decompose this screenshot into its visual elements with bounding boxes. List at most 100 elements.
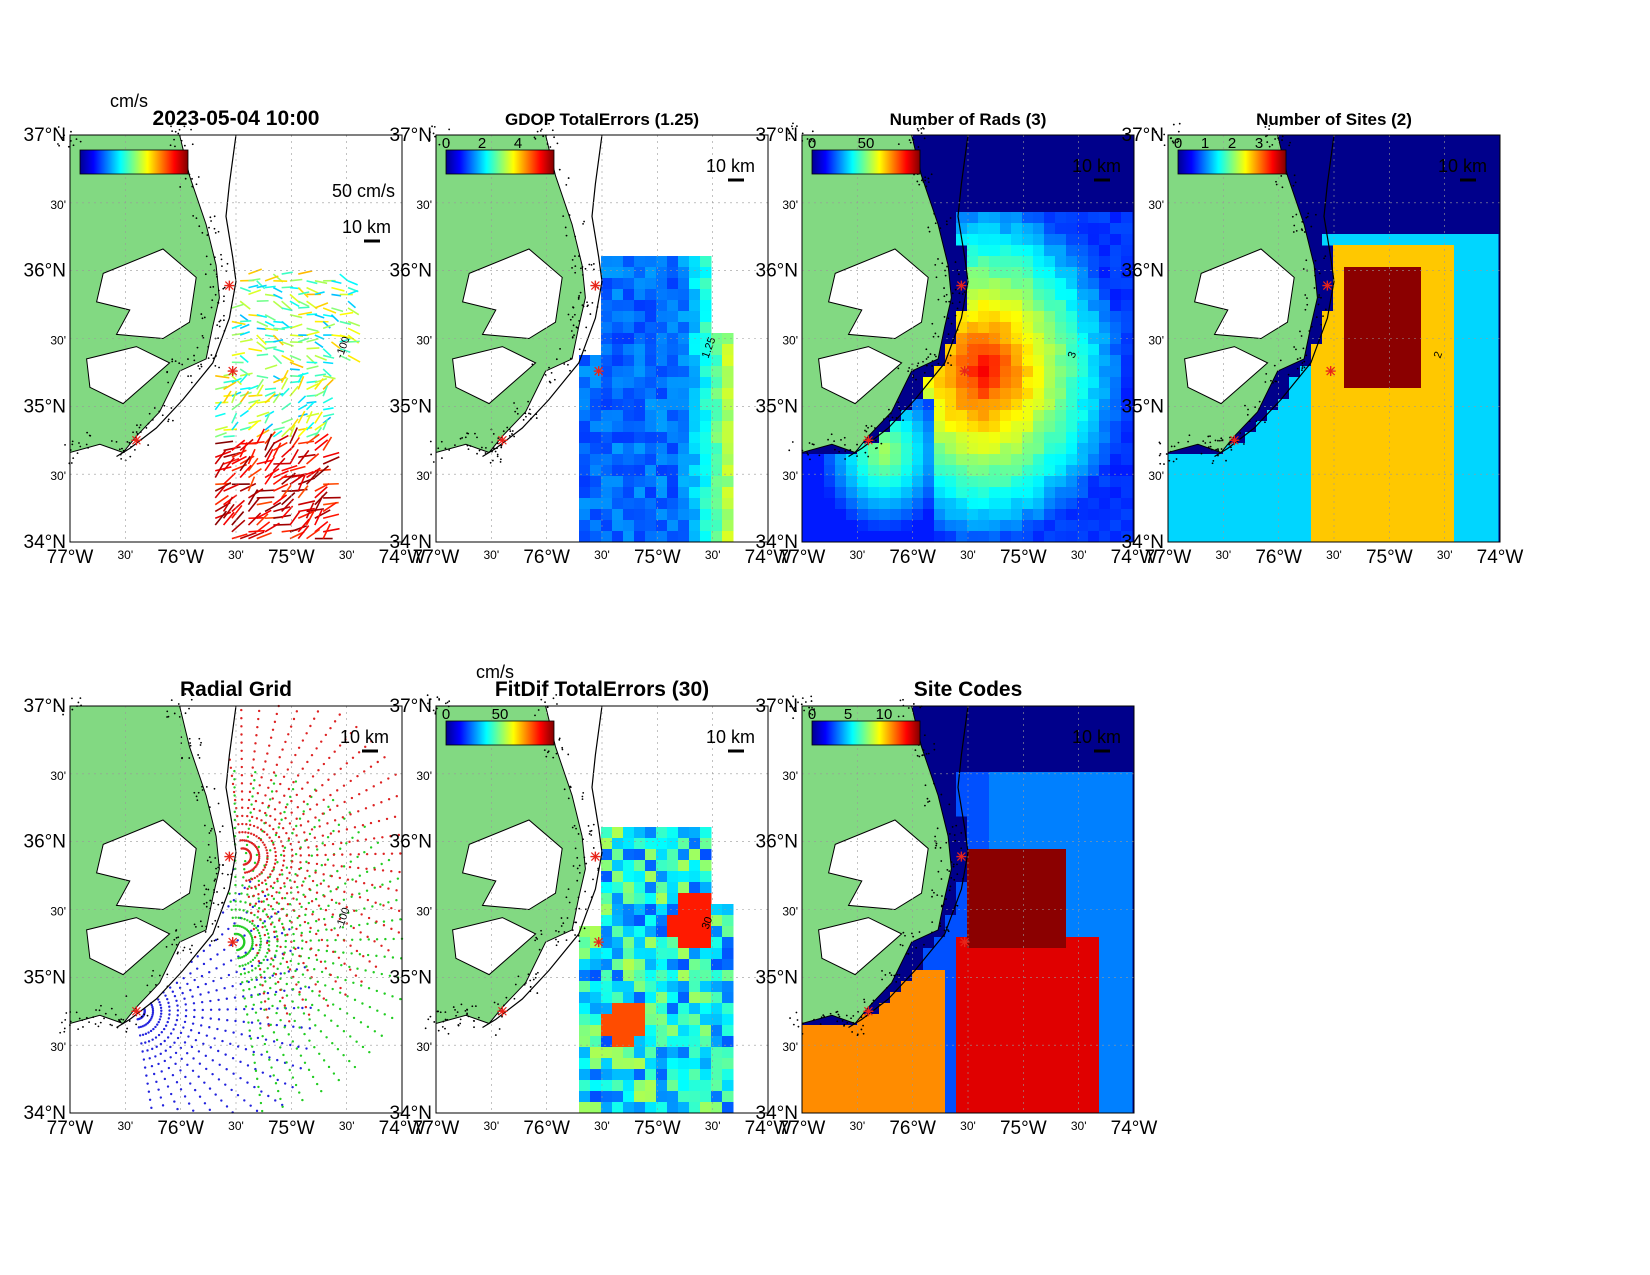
heatmap-cell — [989, 443, 1001, 455]
radial-grid-dot — [391, 995, 394, 998]
heatmap-cell — [1033, 520, 1045, 532]
radial-grid-dot — [291, 953, 294, 956]
radial-grid-dot — [160, 1031, 163, 1034]
coast-dot — [191, 177, 193, 180]
heatmap-cell — [1476, 157, 1488, 169]
coast-dot — [61, 136, 63, 139]
heatmap-cell — [1399, 179, 1411, 191]
coast-dot — [1172, 123, 1175, 126]
heatmap-cell — [601, 454, 613, 466]
heatmap-cell — [1487, 509, 1499, 521]
lat-tick-label: 30' — [416, 334, 432, 348]
coast-dot — [922, 126, 924, 129]
heatmap-cell — [1066, 234, 1078, 246]
coast-dot — [586, 305, 589, 308]
radial-grid-dot — [179, 1069, 182, 1072]
radial-grid-dot — [240, 733, 243, 736]
radial-grid-dot — [312, 717, 316, 720]
current-vector — [248, 268, 262, 275]
heatmap-cell — [722, 443, 734, 455]
coast-dot — [1175, 458, 1178, 460]
coast-dot — [220, 253, 222, 256]
radial-grid-dot — [245, 871, 249, 874]
heatmap-cell — [1366, 377, 1378, 389]
coast-dot — [201, 925, 203, 928]
radial-grid-dot — [253, 913, 256, 917]
heatmap-cell — [978, 344, 990, 356]
heatmap-cell — [1066, 278, 1078, 290]
heatmap-cell — [656, 443, 668, 455]
coast-dot — [527, 400, 530, 403]
coast-dot — [223, 295, 225, 298]
heatmap-cell — [1487, 531, 1499, 543]
heatmap-cell — [1022, 454, 1034, 466]
radial-grid-dot — [259, 946, 262, 949]
radial-grid-dot — [266, 752, 269, 755]
coast-dot — [86, 431, 89, 434]
radial-grid-dot — [314, 953, 318, 957]
heatmap-cell — [1355, 377, 1367, 389]
lon-tick-label: 30' — [705, 548, 721, 562]
radial-grid-dot — [324, 908, 328, 912]
coast-dot — [1296, 358, 1299, 360]
heatmap-cell — [1333, 465, 1345, 477]
heatmap-cell — [711, 388, 723, 400]
radial-grid-dot — [233, 769, 236, 773]
heatmap-cell — [1410, 377, 1422, 389]
heatmap-cell — [1432, 245, 1444, 257]
coast-dot — [1303, 360, 1306, 363]
radial-grid-dot — [279, 853, 283, 857]
radial-grid-dot — [346, 878, 350, 881]
radial-grid-dot — [315, 958, 319, 962]
radial-grid-dot — [263, 843, 266, 847]
heatmap-cell — [601, 1047, 613, 1059]
heatmap-cell — [601, 399, 613, 411]
heatmap-cell — [1366, 388, 1378, 400]
heatmap-cell — [700, 992, 712, 1004]
radial-grid-dot — [264, 1038, 268, 1041]
heatmap-cell — [1322, 509, 1334, 521]
heatmap-cell — [1322, 212, 1334, 224]
heatmap-cell — [1267, 454, 1279, 466]
heatmap-cell — [989, 377, 1001, 389]
heatmap-cell — [1000, 256, 1012, 268]
radial-grid-dot — [146, 1049, 149, 1052]
radial-grid-dot — [259, 940, 263, 943]
radial-grid-dot — [255, 853, 259, 857]
heatmap-cell — [1344, 366, 1356, 378]
radial-grid-dot — [141, 1025, 144, 1028]
heatmap-cell — [689, 1025, 701, 1037]
radial-grid-dot — [316, 929, 320, 932]
radial-grid-dot — [281, 922, 284, 926]
heatmap-cell — [1311, 344, 1323, 356]
lon-tick-label: 30' — [960, 548, 976, 562]
heatmap-cell — [1044, 388, 1056, 400]
coast-dot — [946, 223, 948, 226]
heatmap-cell — [1487, 267, 1499, 279]
coast-dot — [203, 902, 206, 905]
heatmap-cell — [579, 509, 591, 521]
heatmap-cell — [1465, 432, 1477, 444]
current-vector — [222, 472, 236, 485]
coast-dot — [574, 255, 576, 258]
radial-grid-dot — [340, 865, 343, 868]
current-vector — [239, 531, 257, 540]
radial-grid-dot — [344, 978, 347, 982]
heatmap-cell — [1088, 432, 1100, 444]
coast-dot — [934, 263, 937, 266]
heatmap-cell — [1000, 168, 1012, 180]
heatmap-cell — [1355, 509, 1367, 521]
heatmap-cell — [1278, 410, 1290, 422]
current-vector — [231, 303, 244, 309]
heatmap-cell — [1088, 399, 1100, 411]
heatmap-cell — [879, 454, 891, 466]
current-vector — [298, 500, 316, 506]
radial-grid-dot — [205, 1034, 209, 1037]
coast-dot — [67, 145, 70, 148]
coast-dot — [925, 185, 928, 188]
radial-grid-dot — [284, 945, 287, 949]
heatmap-cell — [1421, 432, 1433, 444]
heatmap-cell — [645, 937, 657, 949]
radial-grid-dot — [321, 784, 324, 787]
heatmap-cell — [1333, 168, 1345, 180]
